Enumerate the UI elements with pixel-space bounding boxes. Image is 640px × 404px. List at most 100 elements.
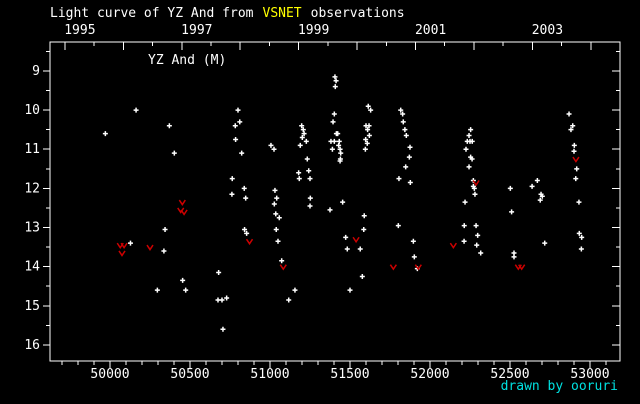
data-point-plus: [529, 183, 535, 189]
data-point-plus: [509, 209, 515, 215]
data-point-plus: [534, 178, 540, 184]
upper-limit-v-mark: [279, 264, 287, 271]
data-point-plus: [469, 138, 475, 144]
data-point-plus: [365, 103, 371, 109]
data-point-plus: [161, 248, 167, 254]
data-point-plus: [573, 176, 579, 182]
data-point-plus: [359, 273, 365, 279]
data-point-plus: [472, 191, 478, 197]
data-point-plus: [337, 156, 343, 162]
data-point-plus: [571, 142, 577, 148]
data-point-plus: [327, 207, 333, 213]
data-point-plus: [579, 234, 585, 240]
data-point-plus: [362, 146, 368, 152]
data-point-plus: [361, 213, 367, 219]
data-point-plus: [568, 127, 574, 133]
data-point-plus: [344, 246, 350, 252]
chart-title-prefix: Light curve of YZ And from: [50, 6, 254, 21]
data-point-plus: [357, 246, 363, 252]
data-point-plus: [338, 150, 344, 156]
upper-limit-v-mark: [245, 238, 254, 246]
data-point-plus: [343, 234, 349, 240]
data-point-plus: [154, 287, 160, 293]
data-point-plus: [224, 295, 230, 301]
data-point-plus: [473, 223, 479, 229]
data-point-plus: [171, 150, 177, 156]
tick-label: 14: [24, 260, 40, 275]
data-point-plus: [396, 176, 402, 182]
data-point-plus: [471, 185, 477, 191]
upper-limit-v-mark: [449, 242, 457, 249]
tick-label: 51500: [330, 367, 369, 382]
data-point-plus: [303, 138, 309, 144]
data-point-plus: [469, 156, 475, 162]
upper-limit-v-mark: [120, 242, 128, 249]
data-point-plus: [406, 154, 412, 160]
data-point-plus: [400, 119, 406, 125]
chart-title-suffix: observations: [310, 6, 405, 21]
data-point-plus: [239, 150, 245, 156]
upper-limit-v-mark: [180, 209, 188, 216]
data-point-plus: [279, 258, 285, 264]
data-point-plus: [242, 226, 248, 232]
data-point-plus: [461, 223, 467, 229]
tick-label: 50000: [90, 367, 129, 382]
data-point-plus: [566, 111, 572, 117]
tick-label: 52500: [490, 367, 529, 382]
data-point-plus: [403, 133, 409, 139]
year-label: 2003: [532, 23, 563, 38]
data-point-plus: [180, 277, 186, 283]
upper-limit-v-mark: [472, 180, 480, 187]
data-point-plus: [329, 146, 335, 152]
data-point-plus: [301, 131, 307, 137]
data-point-plus: [268, 142, 274, 148]
data-point-plus: [332, 84, 338, 90]
data-point-plus: [398, 107, 404, 113]
data-point-plus: [365, 127, 371, 133]
data-point-plus: [347, 287, 353, 293]
data-point-plus: [461, 238, 467, 244]
tick-label: 10: [24, 103, 40, 118]
data-point-plus: [229, 191, 235, 197]
data-point-plus: [466, 133, 472, 139]
data-point-plus: [411, 254, 417, 260]
data-point-plus: [237, 119, 243, 125]
y-axis-right: [612, 50, 620, 346]
data-point-plus: [570, 123, 576, 129]
object-label: YZ And (M): [148, 53, 227, 68]
data-point-plus: [304, 156, 310, 162]
data-point-plus: [183, 287, 189, 293]
tick-label: 15: [24, 299, 40, 314]
data-point-plus: [478, 250, 484, 256]
year-label: 1995: [64, 23, 95, 38]
data-point-plus: [306, 168, 312, 174]
data-point-plus: [363, 136, 369, 142]
data-point-plus: [366, 123, 372, 129]
data-point-plus: [307, 195, 313, 201]
tick-label: 16: [24, 338, 40, 353]
data-point-plus: [235, 107, 241, 113]
y-axis-left: 9 10 11 12 13 14 15 16: [24, 50, 50, 353]
upper-limit-v-mark: [414, 264, 422, 271]
data-point-plus: [276, 215, 282, 221]
data-point-plus: [273, 211, 279, 217]
data-point-plus: [271, 146, 277, 152]
data-point-plus: [216, 270, 222, 276]
data-point-plus: [331, 111, 337, 117]
data-point-plus: [576, 199, 582, 205]
data-point-plus: [475, 232, 481, 238]
data-point-plus: [574, 166, 580, 172]
data-point-plus: [331, 138, 337, 144]
data-point-plus: [243, 195, 249, 201]
data-point-plus: [274, 195, 280, 201]
data-point-plus: [299, 123, 305, 129]
data-point-plus: [102, 131, 108, 137]
data-point-plus: [241, 185, 247, 191]
data-point-plus: [511, 254, 517, 260]
data-point-plus: [542, 240, 548, 246]
data-point-plus: [332, 74, 338, 80]
credit-text: drawn by ooruri: [500, 379, 618, 394]
data-point-plus: [166, 123, 172, 129]
tick-label: 50500: [170, 367, 209, 382]
